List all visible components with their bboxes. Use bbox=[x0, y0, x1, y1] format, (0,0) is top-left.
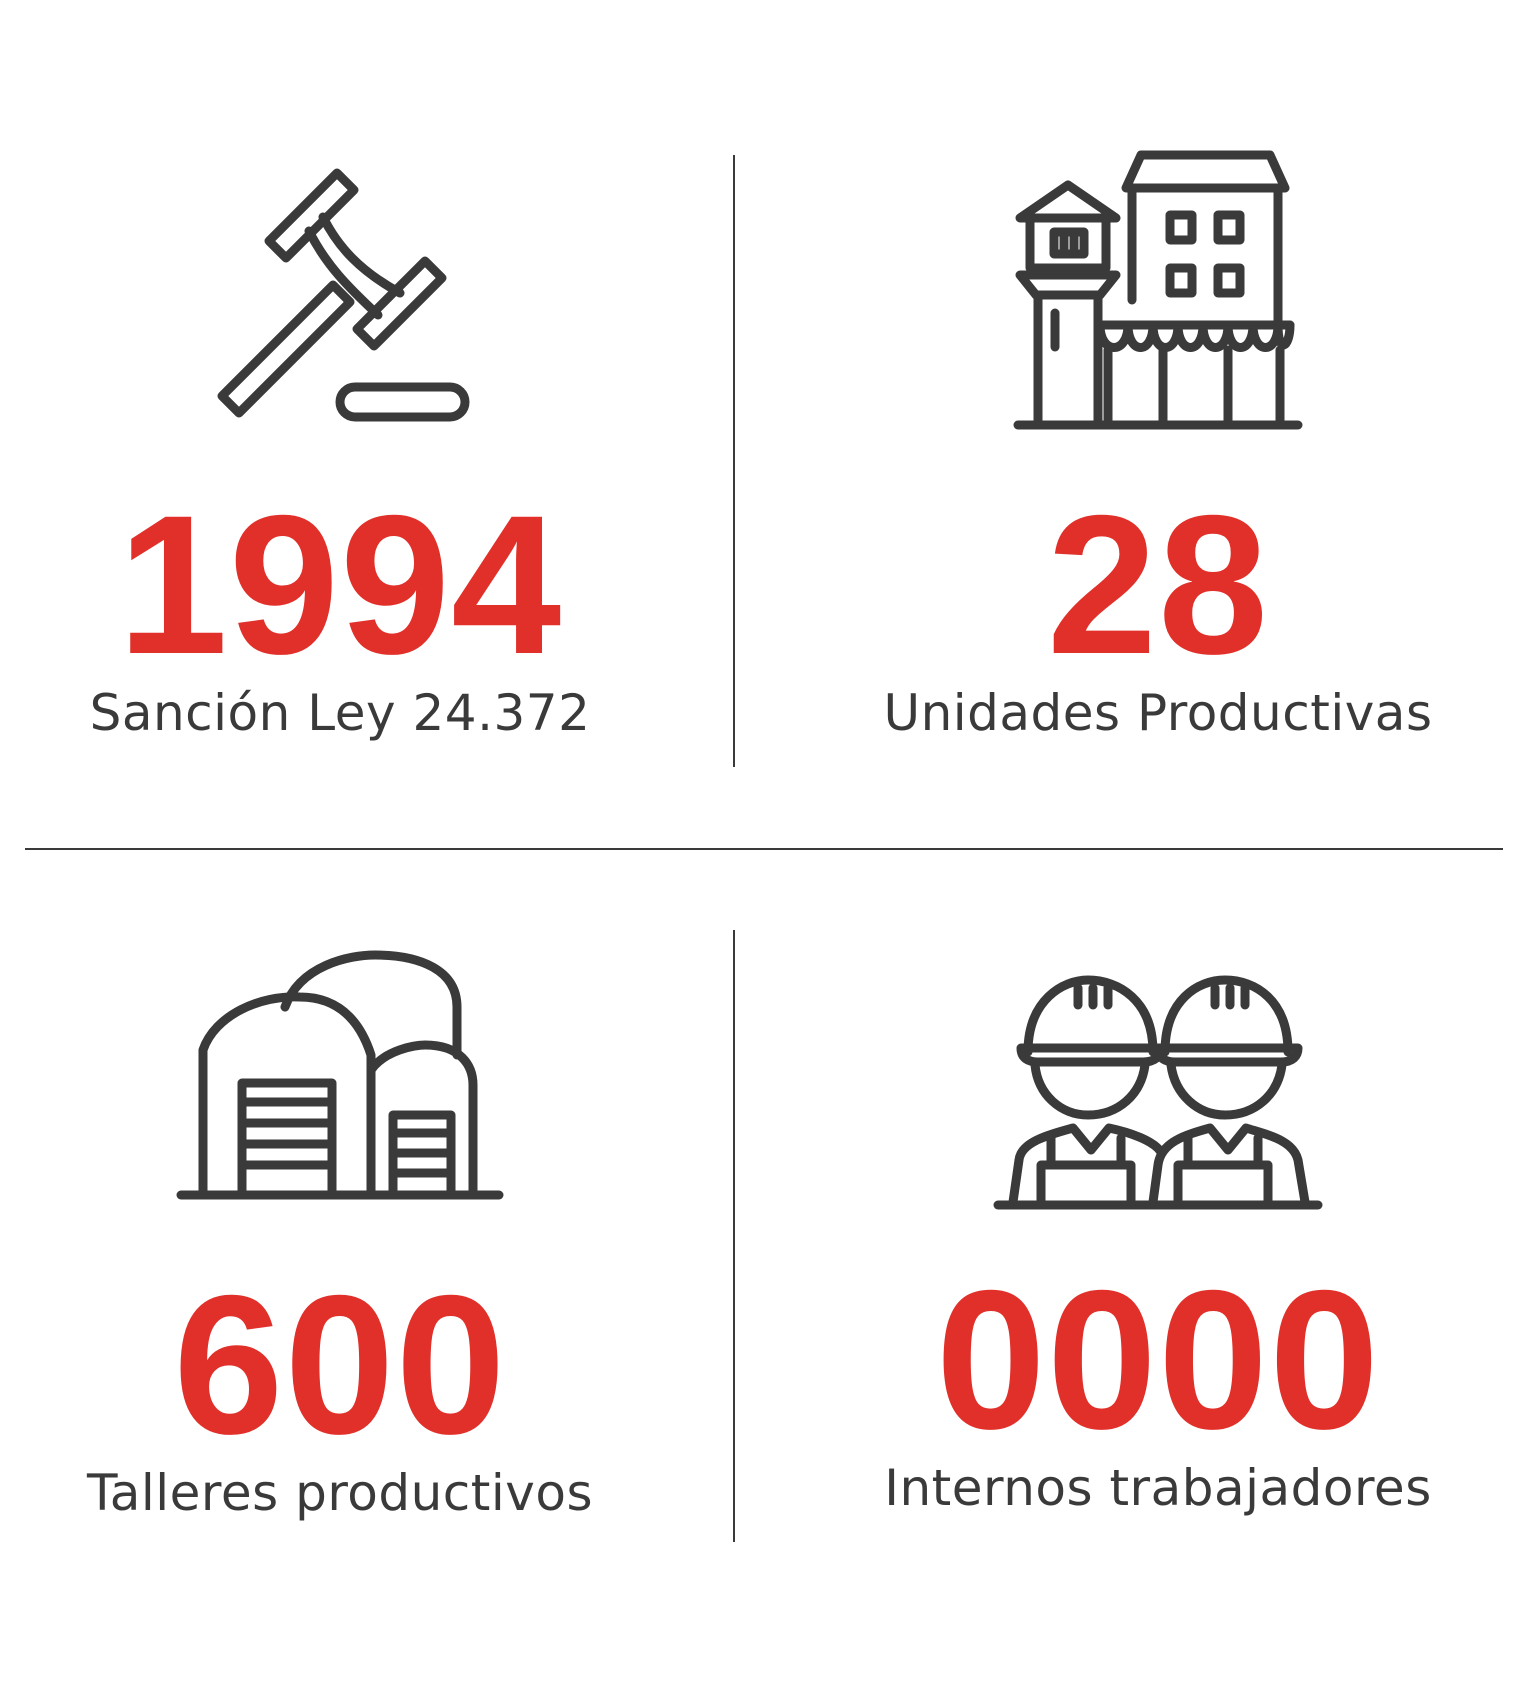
stat-label: Unidades Productivas bbox=[883, 684, 1433, 742]
gavel-icon bbox=[10, 168, 670, 435]
stat-label: Internos trabajadores bbox=[884, 1459, 1432, 1517]
stat-card-ley: 1994 Sanción Ley 24.372 bbox=[10, 168, 670, 743]
workers-icon bbox=[828, 970, 1488, 1210]
stat-label: Sanción Ley 24.372 bbox=[89, 684, 591, 742]
warehouse-icon bbox=[10, 950, 670, 1200]
stat-value: 28 bbox=[1046, 474, 1270, 695]
vertical-divider-top bbox=[733, 155, 735, 767]
prison-buildings-icon bbox=[828, 150, 1488, 435]
stat-card-unidades: 28 Unidades Productivas bbox=[828, 150, 1488, 743]
stat-value: 1994 bbox=[117, 474, 563, 695]
horizontal-divider bbox=[25, 848, 1503, 850]
stat-card-internos: 0000 Internos trabajadores bbox=[828, 970, 1488, 1518]
stat-value: 600 bbox=[173, 1254, 507, 1475]
stat-value: 0000 bbox=[935, 1249, 1381, 1470]
stat-card-talleres: 600 Talleres productivos bbox=[10, 950, 670, 1523]
vertical-divider-bottom bbox=[733, 930, 735, 1542]
stat-label: Talleres productivos bbox=[86, 1464, 594, 1522]
